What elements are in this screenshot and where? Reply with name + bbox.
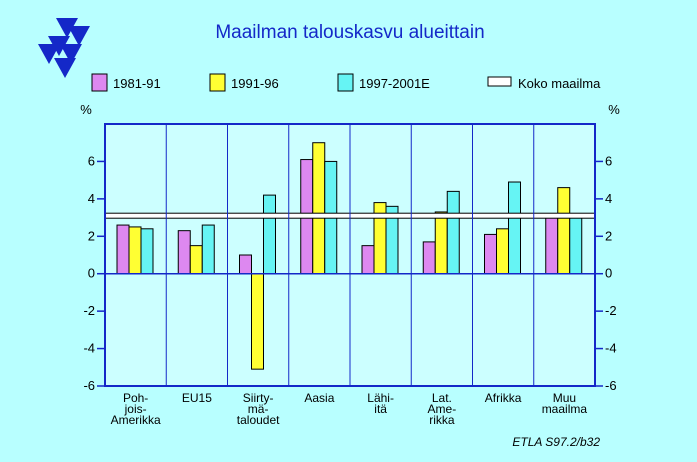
bar-0-1 [178,231,190,274]
legend-swatch-1991-96 [210,74,225,91]
bar-1-1 [190,246,202,274]
bar-2-0 [141,229,153,274]
etla-logo [38,18,90,78]
bar-0-5 [423,242,435,274]
category-label: taloudet [237,413,280,427]
y-tick-label-right: -2 [605,303,617,318]
bar-1-6 [497,229,509,274]
bar-0-7 [546,218,558,274]
category-label: itä [374,402,387,416]
chart-title: Maailman talouskasvu alueittain [215,22,484,43]
bar-0-4 [362,246,374,274]
legend-label: 1991-96 [231,76,279,91]
y-tick-label-left: -2 [83,303,95,318]
bar-0-6 [485,234,497,273]
bar-0-0 [117,225,129,274]
y-tick-label-left: -6 [83,378,95,393]
category-label: maailma [542,402,588,416]
y-tick-label-right: 6 [605,153,612,168]
category-label: EU15 [182,391,212,405]
y-tick-label-left: -4 [83,341,95,356]
legend-label: 1981-91 [113,76,161,91]
category-label: Afrikka [485,391,522,405]
source-note: ETLA S97.2/b32 [512,435,600,449]
category-label: rikka [429,413,455,427]
bar-1-2 [252,274,264,369]
y-tick-label-right: -6 [605,378,617,393]
legend-label: 1997-2001E [359,76,430,91]
category-label: Aasia [304,391,334,405]
bar-1-3 [313,143,325,274]
y-tick-label-left: 6 [88,153,95,168]
y-axis-right-unit: % [608,102,620,117]
legend-swatch-reference [488,77,511,86]
bar-0-2 [240,255,252,274]
legend-swatch-1981-91 [92,74,107,91]
y-tick-label-right: 0 [605,266,612,281]
legend-swatch-1997-2001E [338,74,353,91]
bar-1-7 [558,188,570,274]
bar-2-6 [509,182,521,274]
y-tick-label-left: 2 [88,228,95,243]
y-tick-label-left: 0 [88,266,95,281]
bar-2-1 [202,225,214,274]
legend: 1981-91 1991-96 1997-2001E Koko maailma [92,74,601,91]
bar-1-5 [435,212,447,274]
bar-2-2 [264,195,276,274]
y-tick-label-right: 2 [605,228,612,243]
category-label: Amerikka [111,413,161,427]
bar-2-5 [447,191,459,273]
legend-label-reference: Koko maailma [518,76,601,91]
y-tick-label-right: 4 [605,191,612,206]
y-tick-label-right: -4 [605,341,617,356]
bar-1-0 [129,227,141,274]
y-tick-label-left: 4 [88,191,95,206]
y-axis-left-unit: % [80,102,92,117]
bar-2-7 [570,218,582,274]
